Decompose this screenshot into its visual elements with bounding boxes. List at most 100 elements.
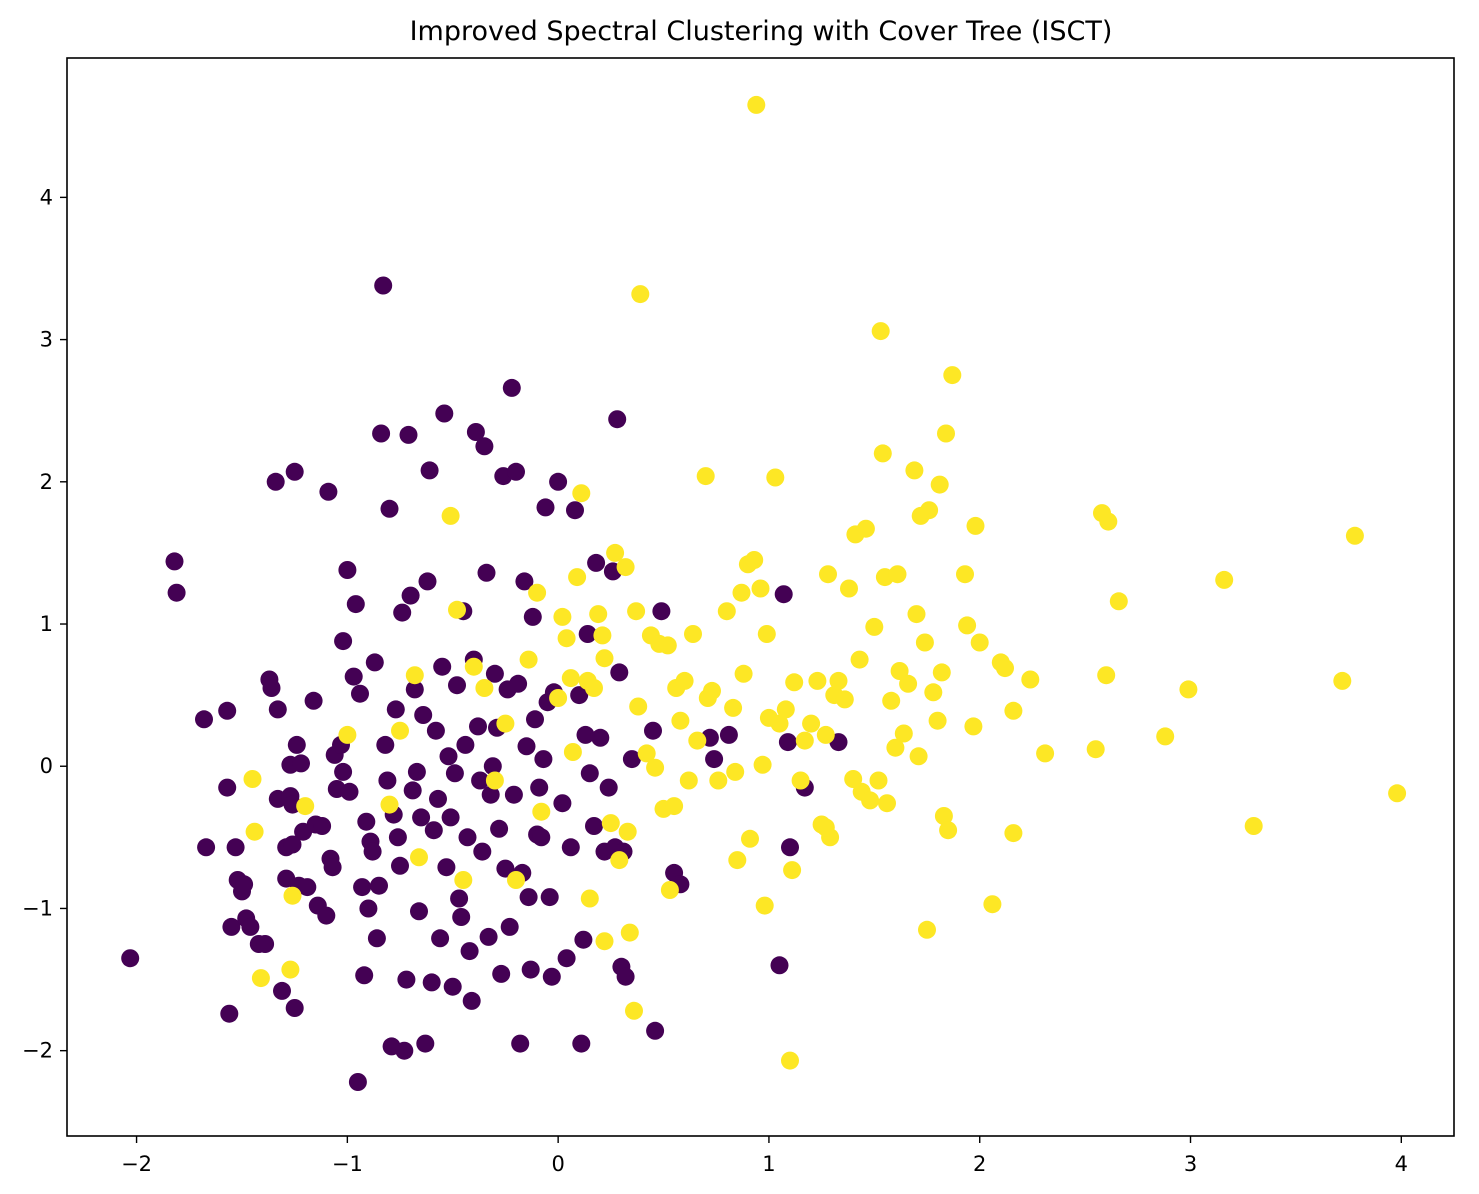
data-point-cluster-1 — [886, 738, 905, 757]
data-point-cluster-0 — [477, 563, 496, 582]
data-point-cluster-0 — [357, 812, 376, 831]
data-point-cluster-1 — [563, 743, 582, 761]
data-point-cluster-0 — [167, 583, 186, 602]
data-point-cluster-0 — [391, 856, 409, 875]
data-point-cluster-1 — [766, 468, 785, 487]
data-point-cluster-0 — [268, 700, 287, 719]
data-point-cluster-1 — [888, 565, 907, 584]
data-point-cluster-0 — [287, 735, 306, 754]
data-point-cluster-1 — [996, 659, 1014, 678]
data-point-cluster-1 — [441, 506, 460, 525]
data-point-cluster-0 — [574, 930, 593, 949]
data-point-cluster-0 — [292, 754, 310, 773]
data-point-cluster-0 — [511, 1034, 530, 1053]
data-point-cluster-1 — [829, 671, 848, 690]
data-point-cluster-1 — [905, 461, 924, 480]
data-point-cluster-0 — [222, 917, 241, 936]
data-point-cluster-1 — [296, 797, 315, 816]
data-point-cluster-0 — [431, 929, 450, 948]
data-point-cluster-0 — [570, 686, 589, 705]
data-point-cluster-1 — [1021, 670, 1040, 689]
data-point-cluster-1 — [675, 671, 694, 690]
data-point-cluster-1 — [1244, 817, 1263, 835]
data-point-cluster-1 — [464, 657, 483, 676]
data-point-cluster-1 — [1388, 784, 1407, 803]
data-point-cluster-1 — [688, 731, 707, 750]
data-point-cluster-1 — [1179, 680, 1198, 699]
data-point-cluster-0 — [395, 1041, 414, 1060]
data-point-cluster-0 — [770, 956, 789, 975]
data-point-cluster-1 — [873, 444, 892, 463]
data-point-cluster-0 — [121, 949, 140, 968]
data-point-cluster-0 — [220, 1004, 239, 1023]
data-point-cluster-1 — [890, 662, 909, 680]
data-point-cluster-1 — [835, 690, 854, 709]
data-point-cluster-0 — [346, 595, 365, 614]
data-point-cluster-1 — [1086, 740, 1105, 759]
data-point-cluster-0 — [376, 735, 395, 754]
data-point-cluster-1 — [507, 871, 525, 889]
data-point-cluster-1 — [734, 664, 753, 683]
data-point-cluster-0 — [599, 778, 618, 797]
data-point-cluster-0 — [241, 917, 260, 936]
data-point-cluster-0 — [774, 585, 793, 604]
data-point-cluster-0 — [532, 828, 551, 847]
data-point-cluster-1 — [918, 920, 936, 939]
data-point-cluster-1 — [1156, 727, 1175, 746]
data-point-cluster-1 — [840, 579, 858, 598]
x-tick-label: 0 — [551, 1152, 564, 1176]
data-point-cluster-1 — [741, 829, 759, 848]
data-point-cluster-1 — [861, 791, 880, 810]
data-point-cluster-0 — [340, 782, 359, 801]
data-point-cluster-0 — [781, 838, 799, 857]
data-point-cluster-0 — [418, 572, 437, 591]
data-point-cluster-1 — [610, 851, 629, 870]
data-point-cluster-0 — [778, 733, 797, 752]
data-point-cluster-0 — [355, 966, 374, 985]
data-point-cluster-1 — [795, 731, 814, 750]
data-point-cluster-1 — [1215, 570, 1234, 589]
data-point-cluster-1 — [595, 932, 614, 951]
data-point-cluster-0 — [460, 942, 479, 961]
data-point-cluster-0 — [610, 663, 629, 682]
data-point-cluster-0 — [344, 667, 363, 686]
data-point-cluster-1 — [899, 674, 918, 693]
y-tick-label: 2 — [40, 470, 53, 494]
x-tick-label: −1 — [332, 1152, 363, 1176]
data-point-cluster-0 — [517, 737, 536, 756]
data-point-cluster-0 — [273, 981, 291, 1000]
data-point-cluster-1 — [595, 649, 614, 668]
y-tick-label: −1 — [22, 896, 53, 920]
data-point-cluster-0 — [393, 603, 412, 622]
data-point-cluster-1 — [380, 795, 399, 814]
data-point-cluster-1 — [785, 673, 804, 692]
data-point-cluster-0 — [534, 750, 553, 769]
data-point-cluster-0 — [298, 878, 317, 897]
data-point-cluster-1 — [915, 633, 934, 652]
data-point-cluster-1 — [882, 691, 901, 710]
data-point-cluster-0 — [197, 838, 216, 857]
data-point-cluster-0 — [515, 572, 534, 591]
data-point-cluster-0 — [429, 789, 447, 808]
data-point-cluster-1 — [924, 683, 943, 702]
data-point-cluster-0 — [496, 859, 515, 878]
data-point-cluster-1 — [939, 821, 958, 840]
data-point-cluster-0 — [462, 991, 481, 1010]
data-point-cluster-0 — [433, 657, 452, 676]
x-tick-label: 3 — [1184, 1152, 1197, 1176]
data-point-cluster-0 — [500, 917, 519, 936]
data-point-cluster-1 — [665, 797, 684, 816]
y-tick-label: 3 — [40, 328, 53, 352]
data-point-cluster-1 — [671, 711, 690, 730]
data-point-cluster-0 — [475, 437, 494, 456]
data-point-cluster-1 — [519, 650, 538, 669]
data-point-cluster-1 — [930, 475, 949, 494]
data-point-cluster-0 — [578, 625, 597, 643]
data-point-cluster-1 — [618, 822, 637, 841]
data-point-cluster-0 — [435, 404, 454, 423]
data-point-cluster-0 — [256, 935, 275, 953]
data-point-cluster-0 — [507, 462, 525, 481]
data-point-cluster-1 — [943, 366, 962, 385]
data-point-cluster-1 — [1004, 701, 1023, 720]
